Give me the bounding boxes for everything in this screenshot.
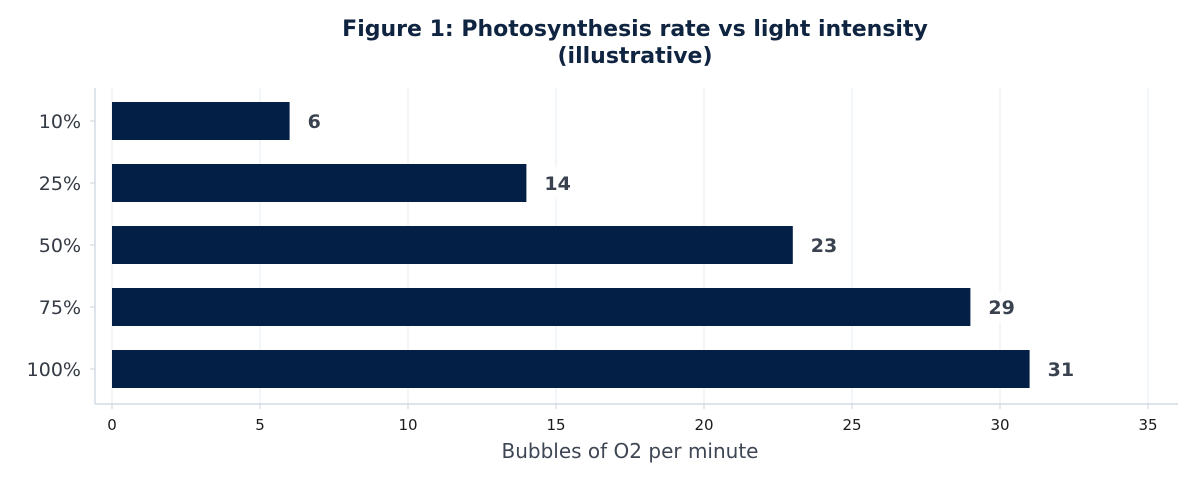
chart-title-line1: Figure 1: Photosynthesis rate vs light i…: [342, 17, 928, 42]
value-label-bg-100pct: [1037, 353, 1080, 385]
value-label-25pct: 14: [544, 173, 570, 195]
y-tick-label-50pct: 50%: [39, 235, 81, 257]
value-label-bg-50pct: [800, 229, 843, 261]
value-label-50pct: 23: [811, 235, 837, 257]
chart-title-line2: (illustrative): [557, 44, 713, 69]
labels: 0 5 10 15 20 25 30 35 10% 6 25% 14 50% 23 75% 29 100% 31: [27, 105, 1158, 434]
x-tick-label-15: 15: [546, 416, 565, 434]
value-label-bg-10pct: [297, 105, 327, 137]
x-tick-label-20: 20: [694, 416, 713, 434]
bar-100pct: [112, 350, 1030, 388]
x-tick-label-30: 30: [990, 416, 1009, 434]
bar-75pct: [112, 288, 971, 326]
axes: [90, 88, 1178, 409]
x-tick-label-10: 10: [398, 416, 417, 434]
value-label-10pct: 6: [308, 111, 321, 133]
y-tick-label-100pct: 100%: [27, 359, 81, 381]
bar-10pct: [112, 102, 290, 140]
y-tick-label-25pct: 25%: [39, 173, 81, 195]
y-tick-label-75pct: 75%: [39, 297, 81, 319]
x-axis-title: Bubbles of O2 per minute: [501, 439, 758, 463]
bar-25pct: [112, 164, 527, 202]
bars: [112, 102, 1030, 388]
x-tick-label-25: 25: [842, 416, 861, 434]
x-tick-label-35: 35: [1138, 416, 1157, 434]
value-label-bg-75pct: [978, 291, 1021, 323]
value-label-bg-25pct: [534, 167, 577, 199]
bar-50pct: [112, 226, 793, 264]
x-tick-label-5: 5: [255, 416, 265, 434]
value-label-100pct: 31: [1048, 359, 1074, 381]
x-tick-label-0: 0: [107, 416, 117, 434]
value-label-75pct: 29: [988, 297, 1014, 319]
chart-title: Figure 1: Photosynthesis rate vs light i…: [0, 16, 1196, 70]
y-tick-label-10pct: 10%: [39, 111, 81, 133]
